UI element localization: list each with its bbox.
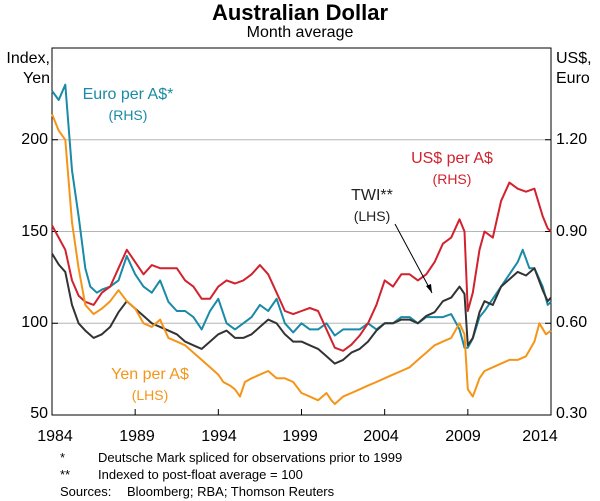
x-tick-label: 2014 xyxy=(522,428,558,445)
note-mark: * xyxy=(60,450,66,465)
x-tick-label: 1984 xyxy=(37,428,73,445)
right-tick-label: 0.60 xyxy=(556,314,588,331)
series-label-euro: Euro per A$* (RHS) xyxy=(68,85,188,125)
series-label-yen-axis: (LHS) xyxy=(131,387,169,403)
twi-pointer-line xyxy=(394,223,433,294)
left-tick-label: 200 xyxy=(21,131,48,148)
x-tick-label: 1989 xyxy=(119,428,155,445)
series-label-usd-name: US$ per A$ xyxy=(411,150,493,167)
series-yen-line xyxy=(51,113,552,405)
x-tick-label: 1994 xyxy=(201,428,237,445)
left-axis-title: Index, Yen xyxy=(2,49,50,89)
right-tick-label: 0.30 xyxy=(556,405,588,422)
sources-label: Sources: xyxy=(60,484,112,499)
series-label-yen: Yen per A$ (LHS) xyxy=(90,365,210,405)
chart-title: Australian Dollar xyxy=(211,0,389,25)
series-label-yen-name: Yen per A$ xyxy=(111,366,189,383)
series-label-euro-name: Euro per A$* xyxy=(82,86,174,103)
right-tick-label: 0.90 xyxy=(556,223,588,240)
series-label-twi-axis: (LHS) xyxy=(353,208,391,224)
left-axis-title-line1: Index, xyxy=(6,50,50,67)
series-label-twi-name: TWI** xyxy=(351,187,393,204)
series-euro-line xyxy=(51,83,552,349)
left-tick-label: 50 xyxy=(30,405,48,422)
twi-pointer-arrowhead xyxy=(426,284,432,293)
right-axis-title: US$, Euro xyxy=(556,49,592,89)
series-usd-line xyxy=(51,181,552,352)
series-label-usd: US$ per A$ (RHS) xyxy=(392,149,512,189)
x-tick-label: 2009 xyxy=(445,428,481,445)
right-tick-label: 1.20 xyxy=(556,131,588,148)
left-tick-label: 100 xyxy=(21,314,48,331)
x-tick-label: 1999 xyxy=(282,428,318,445)
sources-text: Bloomberg; RBA; Thomson Reuters xyxy=(127,484,335,499)
left-tick-label: 150 xyxy=(21,223,48,240)
series-label-euro-axis: (RHS) xyxy=(108,107,148,123)
chart-subtitle: Month average xyxy=(246,24,354,41)
x-tick-label: 2004 xyxy=(363,428,399,445)
series-label-twi: TWI** (LHS) xyxy=(332,186,412,226)
note-text: Indexed to post-float average = 100 xyxy=(98,467,303,482)
note-text: Deutsche Mark spliced for observations p… xyxy=(98,450,403,465)
right-axis-title-line1: US$, xyxy=(556,50,592,67)
left-axis-title-line2: Yen xyxy=(23,70,50,87)
series-label-usd-axis: (RHS) xyxy=(432,171,472,187)
right-axis-title-line2: Euro xyxy=(556,70,590,87)
note-mark: ** xyxy=(60,467,71,482)
